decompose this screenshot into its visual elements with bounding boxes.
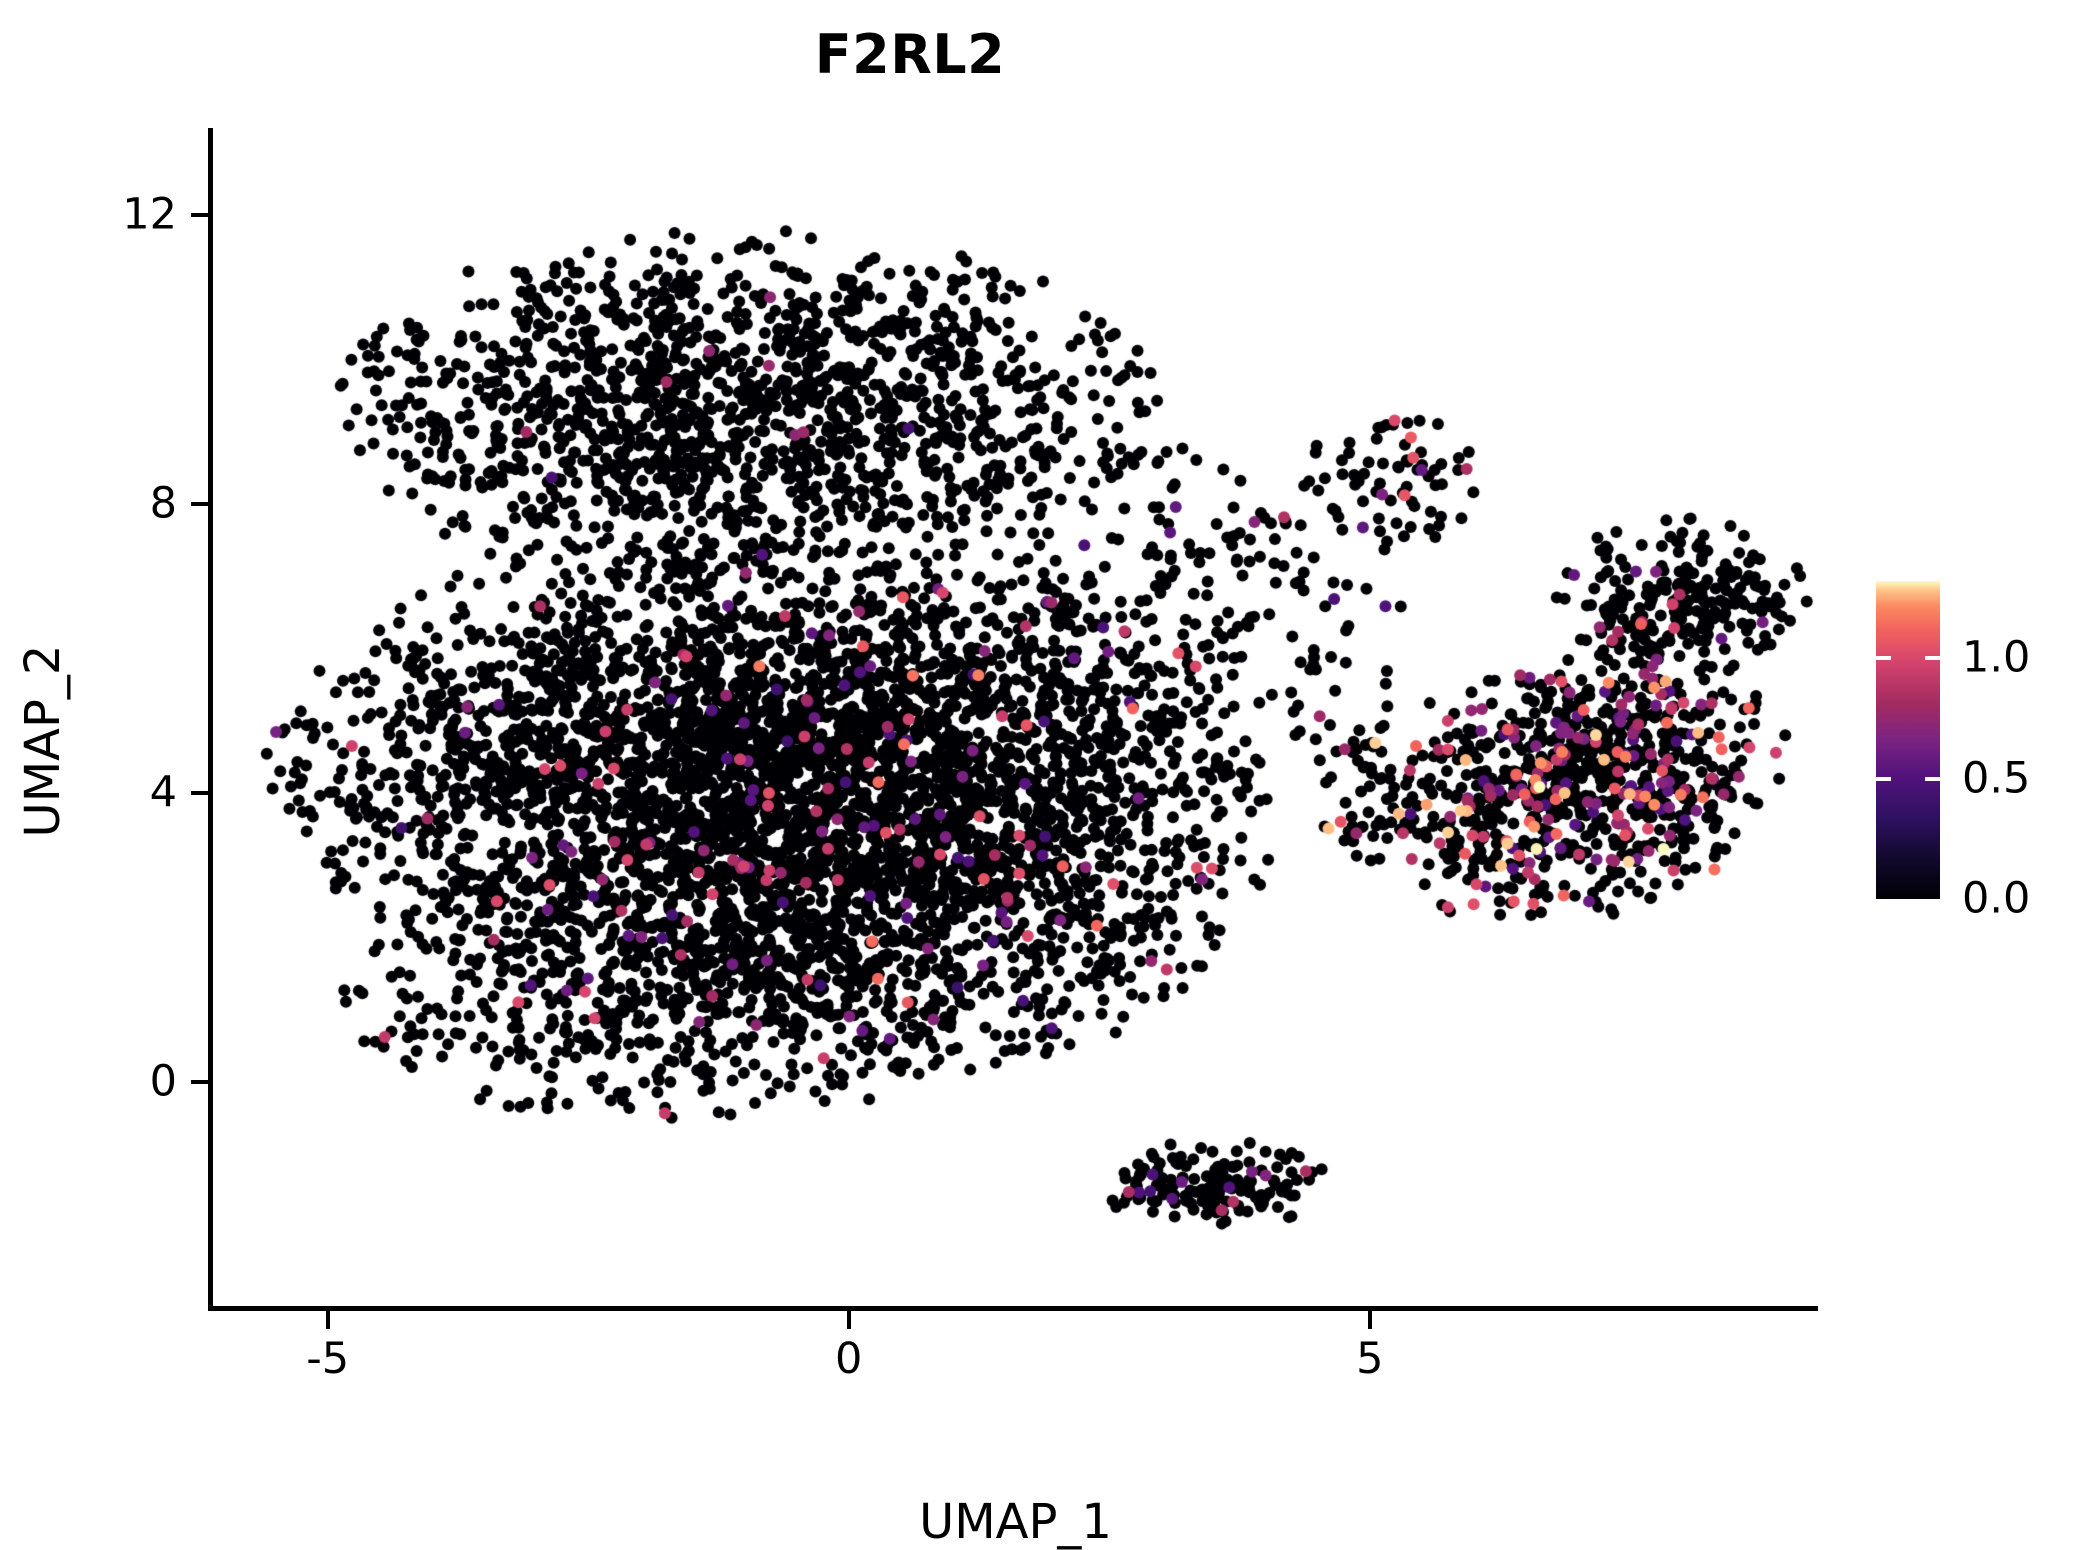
scatter-plot-canvas[interactable] (213, 128, 1818, 1306)
y-tick-label: 4 (149, 767, 177, 818)
y-axis-label: UMAP_2 (15, 644, 71, 838)
y-tick-label: 8 (149, 478, 177, 529)
colorbar: 0.0 0.5 1.0 (1876, 581, 2096, 920)
colorbar-tick-label: 1.0 (1962, 632, 2031, 683)
x-tick-label: -5 (306, 1334, 350, 1384)
y-tick-mark (191, 790, 208, 795)
y-tick-label: 12 (122, 189, 177, 240)
y-axis-spine (208, 128, 213, 1306)
colorbar-tick-label: 0.5 (1962, 753, 2031, 804)
page-title: F2RL2 (814, 23, 1006, 86)
x-tick-label: 0 (835, 1334, 863, 1384)
x-tick-mark (846, 1311, 851, 1329)
x-axis-spine (208, 1306, 1818, 1311)
x-tick-label: 5 (1356, 1334, 1384, 1384)
x-tick-mark (325, 1311, 330, 1329)
x-tick-mark (1367, 1311, 1372, 1329)
y-tick-mark (191, 212, 208, 217)
colorbar-gradient (1876, 581, 1940, 899)
y-tick-label: 0 (149, 1056, 177, 1107)
plot-axes-area: 0 4 8 12 -5 0 5 UMAP_1 UMAP_2 (15, 128, 1818, 1546)
y-tick-mark (191, 501, 208, 506)
umap-feature-plot: F2RL2 0 4 8 12 -5 0 5 UMAP_1 UMAP_2 0.0 0.5 1.0 (15, 23, 2096, 1546)
colorbar-tick-label: 0.0 (1962, 873, 2031, 924)
x-axis-label: UMAP_1 (919, 1494, 1112, 1550)
y-tick-mark (191, 1079, 208, 1084)
